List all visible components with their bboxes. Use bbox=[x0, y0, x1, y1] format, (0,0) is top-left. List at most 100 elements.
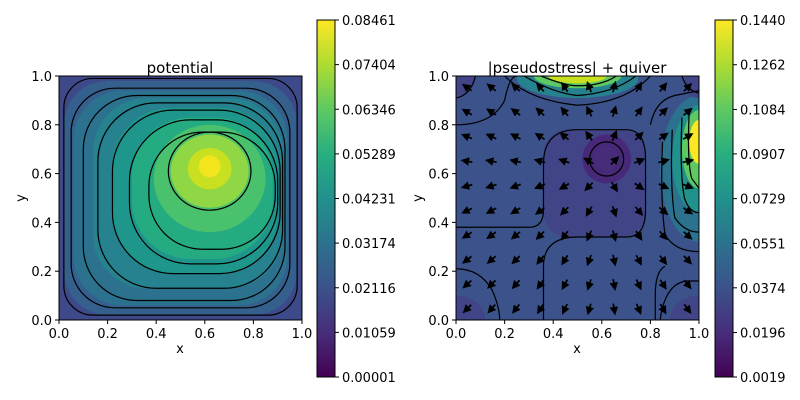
x-axis: 0.0 0.2 0.4 0.6 0.8 1.0 bbox=[49, 320, 312, 342]
quiver-arrow bbox=[609, 80, 618, 93]
contour-lines bbox=[63, 77, 298, 316]
quiver-arrow bbox=[534, 181, 546, 190]
quiver-arrow bbox=[485, 206, 497, 214]
plot-frame bbox=[455, 75, 700, 321]
y-tick-label: 0.4 bbox=[31, 216, 52, 231]
quiver-arrow bbox=[634, 81, 643, 93]
y-tick-label: 0.6 bbox=[428, 168, 449, 183]
quiver-arrow bbox=[633, 303, 642, 315]
quiver-arrow bbox=[658, 230, 668, 241]
quiver-arrow bbox=[683, 255, 693, 265]
y-tick-label: 0.4 bbox=[428, 216, 449, 231]
y-tick-label: 0.8 bbox=[428, 119, 449, 134]
quiver-arrow bbox=[461, 230, 473, 239]
y-axis: 0.0 0.2 0.4 0.6 0.8 1.0 bbox=[31, 70, 59, 329]
quiver-arrow bbox=[609, 230, 618, 243]
quiver-arrow bbox=[609, 254, 618, 267]
quiver-arrow bbox=[658, 107, 668, 117]
quiver-arrow bbox=[486, 255, 497, 265]
colorbar-tick-label: 0.0019 bbox=[740, 371, 786, 386]
quiver-arrow bbox=[658, 157, 670, 166]
quiver-arrow bbox=[682, 157, 695, 166]
colorbar-tick-label: 0.1262 bbox=[740, 59, 786, 74]
colorbar-tick-label: 0.0551 bbox=[740, 237, 786, 252]
plot-frame bbox=[58, 75, 303, 321]
quiver-arrow bbox=[634, 279, 642, 291]
colorbar-tick-label: 0.02116 bbox=[342, 282, 396, 297]
quiver-arrow bbox=[683, 230, 693, 240]
quiver-arrow bbox=[634, 230, 643, 242]
quiver-arrow bbox=[561, 279, 570, 291]
quiver-arrow bbox=[461, 205, 473, 214]
quiver-arrow bbox=[683, 82, 693, 92]
quiver-arrow bbox=[586, 230, 594, 242]
quiver-arrow bbox=[511, 279, 521, 290]
x-axis-label: x bbox=[573, 342, 581, 357]
quiver-arrow bbox=[658, 279, 667, 290]
quiver-arrow bbox=[658, 206, 669, 216]
quiver-arrow bbox=[561, 254, 570, 266]
x-axis: 0.0 0.2 0.4 0.6 0.8 1.0 bbox=[446, 320, 709, 342]
y-tick-label: 0.2 bbox=[428, 265, 449, 280]
plot-area bbox=[59, 76, 302, 320]
quiver-arrow bbox=[536, 279, 546, 290]
quiver-arrow bbox=[509, 181, 522, 190]
quiver-arrow bbox=[634, 131, 644, 141]
x-tick-label: 0.6 bbox=[194, 327, 215, 342]
colorbar-tick-label: 0.08461 bbox=[342, 14, 396, 29]
y-tick-label: 0.8 bbox=[31, 119, 52, 134]
y-axis-label: y bbox=[14, 194, 29, 202]
x-tick-label: 0.2 bbox=[97, 327, 118, 342]
quiver-arrow bbox=[634, 206, 644, 217]
colorbar-tick-label: 0.1084 bbox=[740, 103, 786, 118]
quiver-arrow bbox=[535, 82, 545, 92]
quiver-arrow bbox=[487, 304, 497, 314]
quiver-arrow bbox=[634, 254, 642, 266]
x-tick-label: 0.2 bbox=[494, 327, 515, 342]
quiver-arrow bbox=[461, 108, 473, 117]
quiver-arrow bbox=[484, 157, 497, 166]
quiver-arrow bbox=[583, 157, 594, 166]
quiver-arrow bbox=[658, 303, 667, 315]
x-tick-label: 0.8 bbox=[243, 327, 264, 342]
quiver-arrow bbox=[486, 108, 497, 117]
y-tick-label: 0.2 bbox=[31, 265, 52, 280]
quiver-arrow bbox=[511, 255, 521, 265]
quiver-arrow bbox=[461, 83, 473, 93]
quiver-arrow bbox=[585, 303, 594, 316]
y-axis-label: y bbox=[411, 194, 426, 202]
quiver-arrow bbox=[682, 303, 692, 315]
chart-title: potential bbox=[147, 59, 214, 77]
quiver-arrow bbox=[609, 105, 618, 117]
quiver-arrow bbox=[461, 133, 473, 142]
quiver-arrow bbox=[609, 279, 618, 291]
colorbar-tick-label: 0.04231 bbox=[342, 193, 396, 208]
quiver-arrow bbox=[533, 157, 546, 166]
x-axis-label: x bbox=[176, 342, 184, 357]
colorbar-tick-label: 0.0374 bbox=[740, 282, 786, 297]
quiver-arrow bbox=[462, 279, 472, 289]
x-tick-label: 0.0 bbox=[49, 327, 70, 342]
quiver-arrow bbox=[585, 130, 594, 141]
y-tick-label: 0.6 bbox=[31, 168, 52, 183]
quiver-arrow bbox=[535, 230, 545, 241]
y-tick-label: 1.0 bbox=[31, 70, 52, 85]
quiver-arrow bbox=[509, 133, 521, 142]
colorbar-tick-label: 0.06346 bbox=[342, 103, 396, 118]
quiver-arrow bbox=[658, 255, 668, 266]
quiver-arrow bbox=[510, 206, 521, 215]
quiver-arrow bbox=[633, 157, 646, 166]
colorbar-tick-label: 0.07404 bbox=[342, 59, 396, 74]
quiver-arrow bbox=[585, 279, 594, 291]
quiver-arrow bbox=[534, 206, 545, 215]
quiver-arrow bbox=[634, 106, 643, 117]
quiver-arrow bbox=[634, 181, 645, 191]
quiver-arrow bbox=[511, 82, 521, 92]
colorbar-tick-label: 0.0907 bbox=[740, 148, 786, 163]
colorbar-ticks: 0.00001 0.01059 0.02116 0.03174 0.04231 0.052… bbox=[335, 14, 396, 386]
colorbar bbox=[316, 19, 336, 378]
quiver-arrow bbox=[485, 181, 497, 190]
quiver-arrow bbox=[558, 157, 570, 166]
x-tick-label: 0.8 bbox=[640, 327, 661, 342]
quiver-arrow bbox=[683, 279, 692, 290]
